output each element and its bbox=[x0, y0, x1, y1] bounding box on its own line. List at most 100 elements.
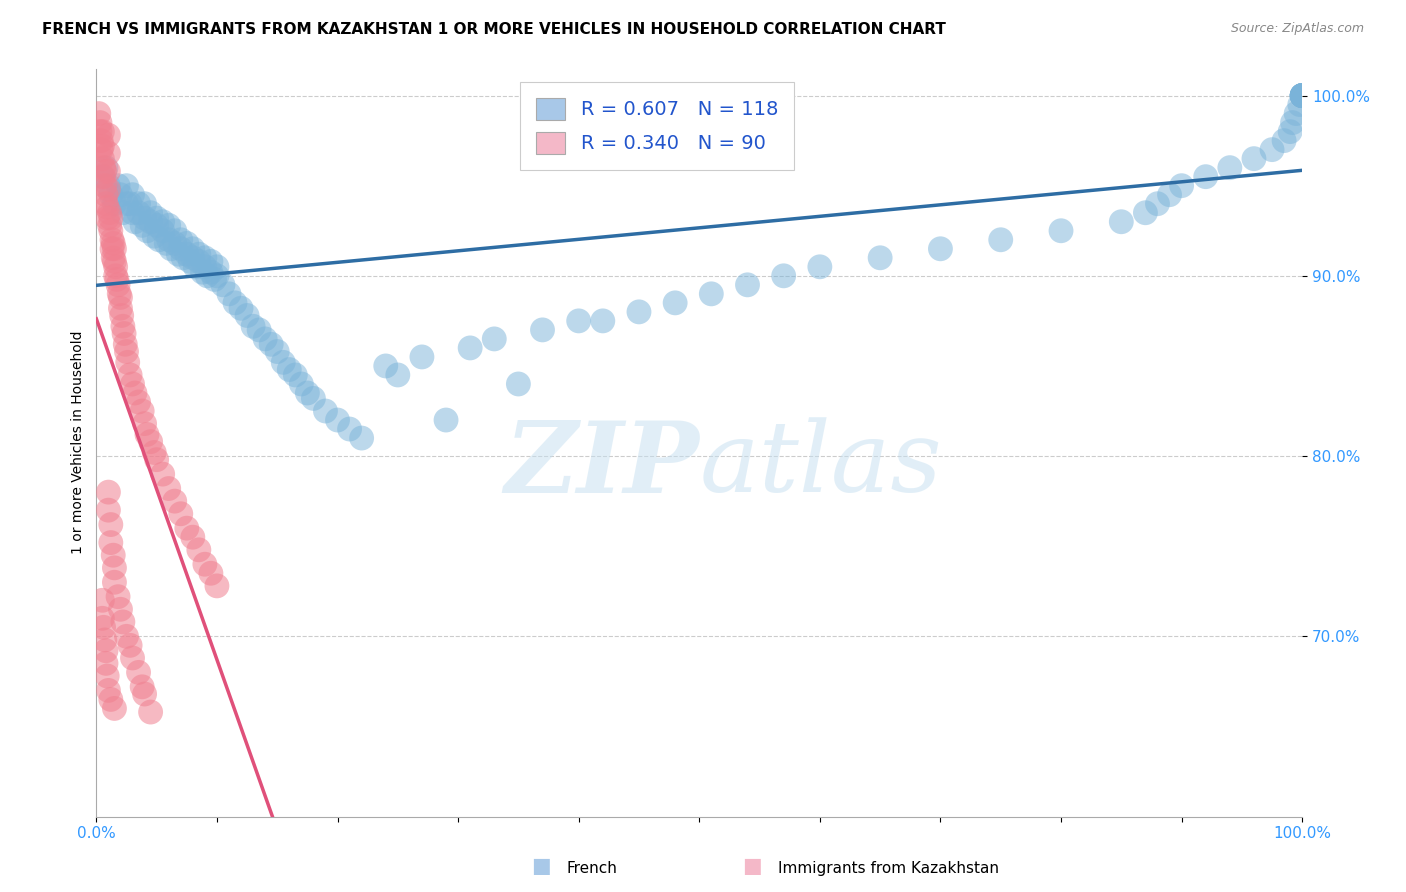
Point bbox=[103, 701, 125, 715]
Point bbox=[229, 301, 252, 316]
Point bbox=[107, 178, 129, 193]
Point bbox=[326, 413, 349, 427]
Point bbox=[1279, 125, 1302, 139]
Point bbox=[115, 344, 138, 359]
Point bbox=[148, 233, 170, 247]
Point bbox=[94, 178, 117, 193]
Point bbox=[163, 494, 186, 508]
Point bbox=[120, 196, 142, 211]
Point bbox=[700, 286, 723, 301]
Point bbox=[260, 337, 283, 351]
Point bbox=[181, 530, 204, 544]
Point bbox=[91, 125, 114, 139]
Point bbox=[128, 665, 150, 680]
Point bbox=[195, 268, 218, 283]
Point bbox=[1146, 196, 1168, 211]
Point bbox=[411, 350, 433, 364]
Point bbox=[97, 128, 120, 143]
Point bbox=[103, 548, 125, 562]
Point bbox=[163, 236, 186, 251]
Text: Source: ZipAtlas.com: Source: ZipAtlas.com bbox=[1230, 22, 1364, 36]
Point bbox=[124, 386, 146, 401]
Point bbox=[97, 182, 120, 196]
Point bbox=[157, 219, 180, 233]
Point bbox=[136, 427, 159, 442]
Point bbox=[179, 254, 201, 268]
Point bbox=[157, 482, 180, 496]
Point bbox=[96, 200, 118, 214]
Point bbox=[139, 205, 162, 219]
Point bbox=[1281, 115, 1303, 129]
Point bbox=[568, 314, 591, 328]
Point bbox=[929, 242, 952, 256]
Point bbox=[1111, 215, 1133, 229]
Point bbox=[187, 254, 209, 268]
Point bbox=[1170, 178, 1192, 193]
Point bbox=[107, 590, 129, 604]
Point bbox=[115, 178, 138, 193]
Point bbox=[1291, 88, 1313, 103]
Point bbox=[266, 344, 288, 359]
Point bbox=[110, 187, 132, 202]
Point bbox=[96, 211, 118, 226]
Point bbox=[1261, 143, 1284, 157]
Point bbox=[200, 265, 222, 279]
Point bbox=[508, 376, 530, 391]
Point bbox=[107, 277, 129, 292]
Point bbox=[115, 629, 138, 643]
Point bbox=[205, 579, 228, 593]
Point bbox=[97, 485, 120, 500]
Point bbox=[117, 355, 139, 369]
Point bbox=[110, 602, 132, 616]
Point bbox=[278, 362, 301, 376]
Point bbox=[111, 615, 134, 629]
Point bbox=[104, 268, 127, 283]
Point bbox=[170, 242, 193, 256]
Point bbox=[91, 152, 114, 166]
Point bbox=[339, 422, 361, 436]
Text: atlas: atlas bbox=[699, 417, 942, 513]
Point bbox=[170, 507, 193, 521]
Point bbox=[121, 187, 143, 202]
Point bbox=[90, 143, 112, 157]
Point bbox=[184, 260, 207, 274]
Point bbox=[101, 233, 124, 247]
Point bbox=[131, 680, 153, 694]
Point bbox=[97, 146, 120, 161]
Point bbox=[103, 242, 125, 256]
Point bbox=[108, 286, 131, 301]
Point bbox=[224, 296, 246, 310]
Point bbox=[1272, 134, 1295, 148]
Point bbox=[103, 254, 125, 268]
Point bbox=[93, 169, 115, 184]
Point bbox=[139, 434, 162, 449]
Point bbox=[145, 211, 167, 226]
Point bbox=[100, 224, 122, 238]
Point bbox=[204, 272, 226, 286]
Text: ■: ■ bbox=[742, 856, 762, 876]
Point bbox=[128, 196, 150, 211]
Point bbox=[97, 178, 120, 193]
Point bbox=[94, 187, 117, 202]
Point bbox=[297, 386, 319, 401]
Point bbox=[191, 265, 214, 279]
Point bbox=[103, 575, 125, 590]
Point bbox=[1291, 88, 1313, 103]
Text: Immigrants from Kazakhstan: Immigrants from Kazakhstan bbox=[778, 861, 998, 876]
Point bbox=[103, 251, 125, 265]
Point bbox=[100, 535, 122, 549]
Point bbox=[136, 224, 159, 238]
Point bbox=[387, 368, 409, 382]
Point bbox=[155, 236, 177, 251]
Point bbox=[212, 277, 235, 292]
Point bbox=[194, 251, 217, 265]
Point bbox=[112, 326, 135, 341]
Point bbox=[200, 254, 222, 268]
Point bbox=[290, 376, 312, 391]
Point bbox=[131, 404, 153, 418]
Text: French: French bbox=[567, 861, 617, 876]
Text: ZIP: ZIP bbox=[505, 417, 699, 513]
Point bbox=[187, 542, 209, 557]
Point bbox=[181, 242, 204, 256]
Point bbox=[143, 445, 166, 459]
